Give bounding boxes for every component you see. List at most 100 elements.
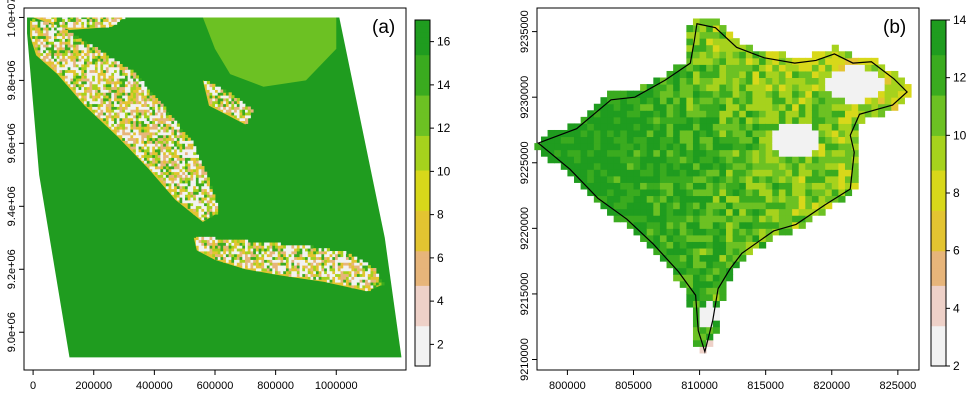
raster-cell	[313, 270, 317, 275]
raster-cell	[310, 256, 314, 260]
raster-cell	[40, 35, 44, 39]
raster-cell	[247, 265, 251, 269]
raster-cell	[759, 215, 767, 223]
raster-cell	[234, 106, 238, 110]
raster-cell	[805, 97, 813, 105]
raster-cell	[144, 98, 148, 102]
raster-cell	[209, 185, 213, 190]
raster-cell	[176, 174, 180, 178]
raster-cell	[250, 265, 254, 269]
raster-cell	[692, 162, 701, 170]
raster-cell	[699, 175, 707, 183]
raster-cell	[160, 129, 164, 133]
raster-cell	[381, 282, 385, 286]
raster-cell	[45, 27, 49, 31]
raster-cell	[67, 35, 71, 39]
raster-cell	[329, 265, 333, 269]
raster-cell	[640, 228, 648, 236]
raster-cell	[86, 52, 90, 56]
raster-cell	[45, 17, 49, 20]
raster-cell	[168, 177, 172, 181]
raster-cell	[141, 98, 145, 102]
raster-cell	[315, 270, 320, 275]
raster-cell	[897, 77, 905, 85]
raster-cell	[174, 140, 178, 144]
raster-cell	[719, 248, 727, 256]
raster-cell	[785, 116, 793, 124]
raster-cell	[726, 208, 734, 216]
raster-cell	[182, 200, 186, 204]
raster-cell	[354, 265, 358, 269]
raster-cell	[114, 95, 118, 99]
raster-cell	[56, 21, 60, 25]
raster-cell	[75, 17, 79, 20]
raster-cell	[706, 261, 714, 269]
raster-cell	[225, 95, 230, 99]
raster-cell	[752, 208, 760, 216]
raster-cell	[119, 132, 123, 136]
raster-cell	[133, 143, 137, 147]
raster-cell	[580, 129, 588, 138]
raster-cell	[818, 70, 826, 79]
raster-cell	[679, 202, 687, 210]
colorbar-swatch	[931, 141, 946, 148]
raster-cell	[193, 157, 197, 161]
raster-cell	[726, 123, 734, 131]
raster-cell	[193, 168, 197, 173]
x-tick-label: 825000	[879, 380, 916, 392]
raster-cell	[712, 254, 720, 262]
raster-cell	[699, 44, 707, 52]
raster-cell	[168, 166, 172, 170]
raster-cell	[686, 274, 694, 282]
raster-cell	[138, 98, 142, 102]
raster-cell	[343, 256, 347, 260]
raster-cell	[154, 171, 159, 175]
raster-cell	[245, 242, 249, 246]
raster-cell	[359, 279, 363, 283]
raster-cell	[745, 175, 753, 183]
raster-cell	[157, 151, 161, 156]
raster-cell	[103, 92, 107, 96]
raster-cell	[593, 110, 601, 118]
raster-cell	[204, 239, 208, 243]
colorbar-swatch	[415, 285, 430, 292]
raster-cell	[811, 175, 820, 183]
raster-cell	[313, 248, 317, 252]
raster-cell	[127, 86, 131, 90]
raster-cell	[811, 103, 820, 111]
raster-cell	[86, 21, 90, 25]
raster-cell	[193, 188, 197, 192]
raster-cell	[269, 242, 273, 246]
raster-cell	[752, 143, 760, 151]
raster-cell	[633, 156, 641, 164]
raster-cell	[283, 251, 287, 255]
raster-cell	[94, 18, 99, 22]
raster-cell	[686, 300, 694, 308]
colorbar-swatch	[931, 158, 946, 165]
raster-cell	[299, 262, 303, 266]
raster-cell	[299, 245, 303, 249]
raster-cell	[607, 169, 615, 177]
raster-cell	[34, 24, 39, 28]
raster-cell	[348, 268, 352, 272]
raster-cell	[179, 168, 183, 173]
raster-cell	[179, 200, 183, 204]
raster-cell	[34, 47, 39, 51]
raster-cell	[288, 251, 292, 255]
raster-cell	[838, 156, 846, 164]
raster-cell	[659, 136, 668, 144]
raster-cell	[255, 259, 260, 263]
raster-cell	[247, 115, 251, 119]
raster-cell	[739, 169, 747, 177]
raster-cell	[343, 273, 347, 277]
raster-cell	[291, 253, 295, 258]
raster-cell	[190, 160, 194, 164]
raster-cell	[878, 77, 886, 85]
raster-cell	[122, 69, 126, 73]
raster-cell	[759, 77, 767, 85]
raster-cell	[706, 129, 714, 138]
raster-cell	[726, 44, 734, 52]
raster-cell	[878, 110, 886, 118]
raster-cell	[653, 136, 661, 144]
raster-cell	[365, 282, 369, 286]
